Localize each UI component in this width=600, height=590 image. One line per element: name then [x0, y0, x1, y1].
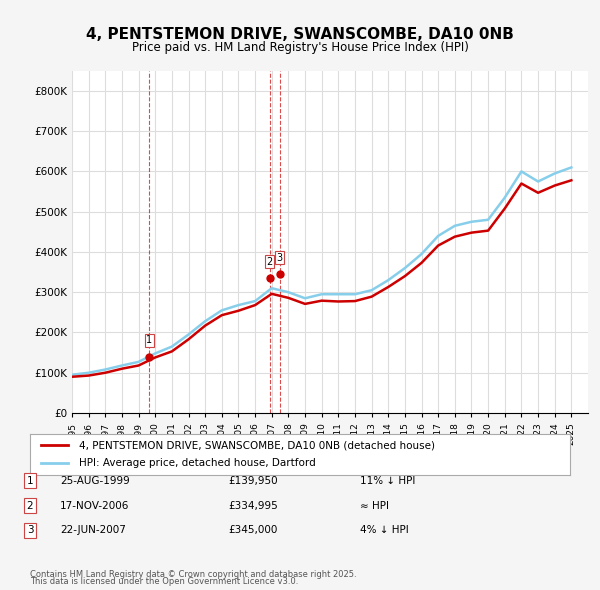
Text: £139,950: £139,950 — [228, 476, 278, 486]
Text: 2: 2 — [266, 257, 273, 267]
Text: £334,995: £334,995 — [228, 501, 278, 510]
Text: HPI: Average price, detached house, Dartford: HPI: Average price, detached house, Dart… — [79, 458, 316, 468]
Text: Contains HM Land Registry data © Crown copyright and database right 2025.: Contains HM Land Registry data © Crown c… — [30, 571, 356, 579]
Text: ≈ HPI: ≈ HPI — [360, 501, 389, 510]
Text: £345,000: £345,000 — [228, 526, 277, 535]
Text: 25-AUG-1999: 25-AUG-1999 — [60, 476, 130, 486]
Text: 1: 1 — [26, 476, 34, 486]
Text: 17-NOV-2006: 17-NOV-2006 — [60, 501, 130, 510]
Text: 4% ↓ HPI: 4% ↓ HPI — [360, 526, 409, 535]
Text: 3: 3 — [277, 253, 283, 263]
Text: 4, PENTSTEMON DRIVE, SWANSCOMBE, DA10 0NB: 4, PENTSTEMON DRIVE, SWANSCOMBE, DA10 0N… — [86, 27, 514, 41]
Text: 3: 3 — [26, 526, 34, 535]
Text: 2: 2 — [26, 501, 34, 510]
Text: 1: 1 — [146, 335, 152, 345]
Text: 22-JUN-2007: 22-JUN-2007 — [60, 526, 126, 535]
Text: Price paid vs. HM Land Registry's House Price Index (HPI): Price paid vs. HM Land Registry's House … — [131, 41, 469, 54]
Text: 11% ↓ HPI: 11% ↓ HPI — [360, 476, 415, 486]
Text: This data is licensed under the Open Government Licence v3.0.: This data is licensed under the Open Gov… — [30, 578, 298, 586]
Text: 4, PENTSTEMON DRIVE, SWANSCOMBE, DA10 0NB (detached house): 4, PENTSTEMON DRIVE, SWANSCOMBE, DA10 0N… — [79, 440, 434, 450]
